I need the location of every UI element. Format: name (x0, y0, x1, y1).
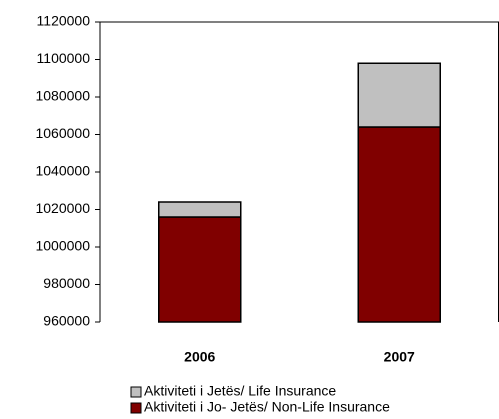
y-tick-label: 1120000 (37, 13, 91, 29)
legend-label: Aktiviteti i Jetës/ Life Insurance (144, 383, 336, 399)
legend-label: Aktiviteti i Jo- Jetës/ Non-Life Insuran… (144, 399, 390, 415)
bar-segment (158, 201, 242, 218)
legend-swatch (130, 386, 142, 398)
y-tick-label: 1060000 (35, 125, 90, 141)
y-tick-label: 960000 (43, 313, 90, 329)
bar-segment (357, 62, 441, 128)
bar-segment (158, 216, 242, 323)
bar-segment (357, 126, 441, 323)
y-tick-label: 1100000 (37, 50, 91, 66)
x-tick-label: 2007 (384, 349, 415, 365)
legend-swatch (130, 402, 142, 414)
y-tick-label: 980000 (43, 275, 90, 291)
y-tick-label: 1040000 (35, 163, 90, 179)
x-tick-label: 2006 (184, 349, 215, 365)
y-tick-label: 1020000 (35, 200, 90, 216)
y-tick-label: 1080000 (35, 88, 90, 104)
y-tick-label: 1000000 (35, 238, 90, 254)
